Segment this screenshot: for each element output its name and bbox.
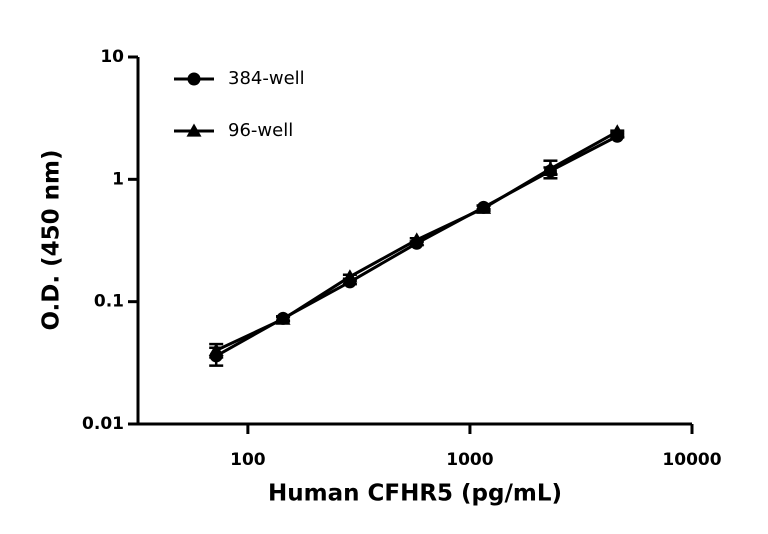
- marker: [275, 311, 291, 325]
- marker: [186, 123, 202, 137]
- x-tick-label: 1000: [446, 450, 493, 470]
- x-axis-title: Human CFHR5 (pg/mL): [268, 481, 562, 507]
- y-tick-label: 0.1: [94, 292, 124, 312]
- marker: [187, 72, 201, 86]
- legend-label: 96-well: [228, 120, 293, 141]
- legend-label: 384-well: [228, 68, 305, 89]
- x-tick-label: 10000: [662, 450, 721, 470]
- marker: [609, 124, 625, 138]
- marker: [208, 342, 224, 356]
- y-tick-label: 1: [112, 169, 124, 189]
- y-tick-label: 10: [100, 47, 124, 67]
- y-tick-label: 0.01: [82, 414, 124, 434]
- marker: [342, 269, 358, 283]
- marker: [476, 200, 492, 214]
- y-axis-title: O.D. (450 nm): [39, 149, 65, 330]
- marker: [409, 232, 425, 246]
- x-tick-label: 100: [230, 450, 266, 470]
- marker: [542, 161, 558, 175]
